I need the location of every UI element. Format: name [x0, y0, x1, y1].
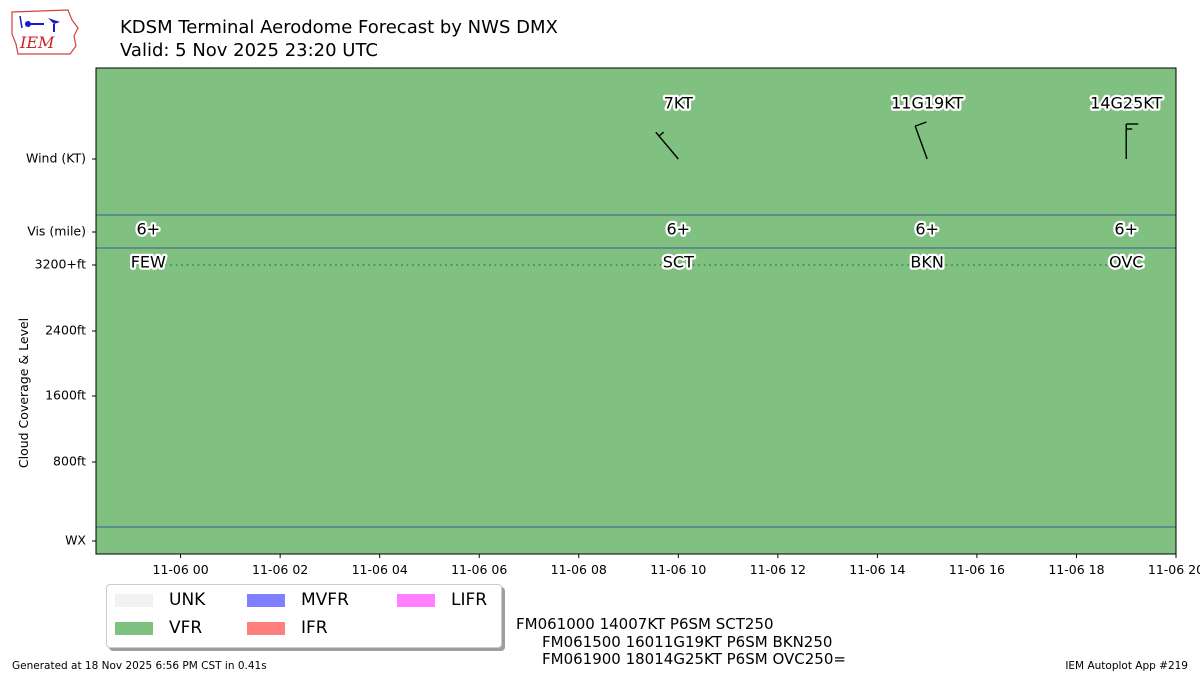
legend-swatch — [247, 594, 285, 607]
vis-label-3: 6+ — [1114, 220, 1138, 239]
cloud-label-2-halo: BKN — [910, 253, 943, 272]
cloud-label-3: OVC — [1109, 253, 1143, 272]
legend-swatch — [397, 594, 435, 607]
chart-title: KDSM Terminal Aerodome Forecast by NWS D… — [120, 17, 558, 38]
x-tick-label-7: 11-06 14 — [849, 562, 905, 577]
cloud-tick-label-2: 1600ft — [45, 388, 86, 403]
footer-app: IEM Autoplot App #219 — [1065, 660, 1188, 672]
legend-label: VFR — [169, 618, 203, 638]
wind-label-2: 11G19KT — [891, 94, 963, 113]
cloud-label-1-halo: SCT — [663, 253, 694, 272]
x-tick-label-4: 11-06 08 — [551, 562, 607, 577]
wind-label-1: 7KT — [664, 94, 693, 113]
wind-barb-2-flag-0 — [914, 121, 927, 127]
wind-label-1-halo: 7KT — [664, 94, 693, 113]
taf-line-3: FM061900 18014G25KT P6SM OVC250= — [542, 650, 846, 668]
x-tick-label-2: 11-06 04 — [352, 562, 408, 577]
legend-label: UNK — [169, 590, 206, 610]
y-tick-label-1: Vis (mile) — [27, 224, 86, 239]
vis-label-0-halo: 6+ — [136, 220, 160, 239]
footer-generated: Generated at 18 Nov 2025 6:56 PM CST in … — [12, 660, 267, 672]
taf-line-1: FM061000 14007KT P6SM SCT250 — [516, 615, 774, 633]
cloud-label-0: FEW — [131, 253, 166, 272]
cloud-tick-label-1: 2400ft — [45, 323, 86, 338]
wind-barb-1-staff — [655, 131, 679, 160]
cloud-label-1: SCT — [663, 253, 694, 272]
legend-label: IFR — [301, 618, 328, 638]
taf-line-2: FM061500 16011G19KT P6SM BKN250 — [542, 633, 833, 651]
cloud-label-3-halo: OVC — [1109, 253, 1143, 272]
x-tick-label-0: 11-06 00 — [153, 562, 209, 577]
cloud-tick-label-0: 3200+ft — [35, 257, 86, 272]
vis-label-1-halo: 6+ — [667, 220, 691, 239]
wind-label-3-halo: 14G25KT — [1090, 94, 1162, 113]
legend-label: LIFR — [451, 590, 488, 610]
iem-logo: IEM — [11, 9, 79, 55]
x-tick-label-5: 11-06 10 — [650, 562, 706, 577]
y-tick-label-0: Wind (KT) — [26, 151, 86, 166]
x-tick-label-9: 11-06 18 — [1048, 562, 1104, 577]
vis-label-2-halo: 6+ — [915, 220, 939, 239]
vis-label-3-halo: 6+ — [1114, 220, 1138, 239]
wind-label-2-halo: 11G19KT — [891, 94, 963, 113]
x-tick-label-10: 11-06 20 — [1148, 562, 1200, 577]
x-tick-label-6: 11-06 12 — [750, 562, 806, 577]
plot-frame — [95, 67, 1177, 555]
cloud-label-0-halo: FEW — [131, 253, 166, 272]
cloud-tick-label-3: 800ft — [53, 454, 86, 469]
x-tick-label-8: 11-06 16 — [949, 562, 1005, 577]
cloud-axis-label: Cloud Coverage & Level — [16, 318, 31, 468]
vis-label-0: 6+ — [136, 220, 160, 239]
vis-label-1: 6+ — [667, 220, 691, 239]
wind-label-3: 14G25KT — [1090, 94, 1162, 113]
wind-barb-1-flag-0 — [658, 131, 665, 137]
x-tick-label-1: 11-06 02 — [252, 562, 308, 577]
legend-swatch — [247, 622, 285, 635]
chart-subtitle: Valid: 5 Nov 2025 23:20 UTC — [120, 40, 378, 61]
x-tick-label-3: 11-06 06 — [451, 562, 507, 577]
legend: UNK VFR MVFR IFR LIFR — [106, 584, 502, 648]
flight-category-background — [96, 68, 1176, 554]
logo-text: IEM — [19, 33, 55, 52]
vis-label-2: 6+ — [915, 220, 939, 239]
cloud-label-2: BKN — [910, 253, 943, 272]
legend-swatch — [115, 594, 153, 607]
legend-swatch — [115, 622, 153, 635]
wind-barb-2-staff — [914, 125, 928, 160]
legend-label: MVFR — [301, 590, 349, 610]
y-tick-label-2: WX — [65, 533, 86, 548]
